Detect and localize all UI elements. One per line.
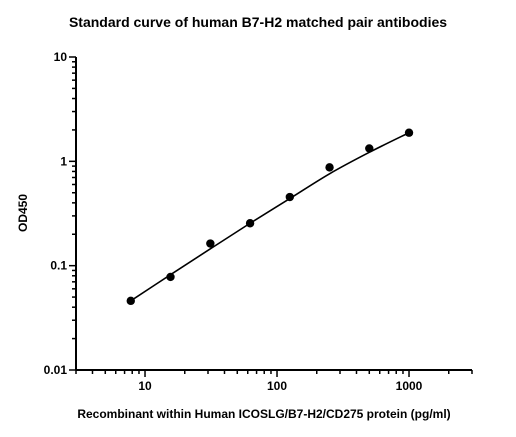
y-ticks: 0.01 0.1 1 10 [44,50,76,377]
chart-title: Standard curve of human B7-H2 matched pa… [69,14,447,30]
data-point [325,163,334,172]
x-axis-label: Recombinant within Human ICOSLG/B7-H2/CD… [77,407,450,421]
fit-curve [130,132,410,302]
data-point [206,239,215,248]
data-points [126,128,414,306]
y-tick-label: 1 [60,154,67,168]
y-tick-label: 10 [54,50,68,64]
x-axis: 10 100 1000 [75,369,473,393]
data-point [365,144,374,153]
x-tick-label: 100 [267,379,287,393]
data-point [285,192,295,202]
y-tick-label: 0.01 [44,363,68,377]
data-point [245,219,255,228]
y-axis-label: OD450 [16,194,30,232]
x-tick-label: 1000 [396,379,423,393]
data-point [166,272,175,282]
x-tick-label: 10 [138,379,152,393]
data-point [404,128,414,137]
x-ticks: 10 100 1000 [75,370,473,393]
y-tick-label: 0.1 [50,259,67,273]
y-axis: 0.01 0.1 1 10 [44,50,77,377]
data-point [126,296,135,306]
